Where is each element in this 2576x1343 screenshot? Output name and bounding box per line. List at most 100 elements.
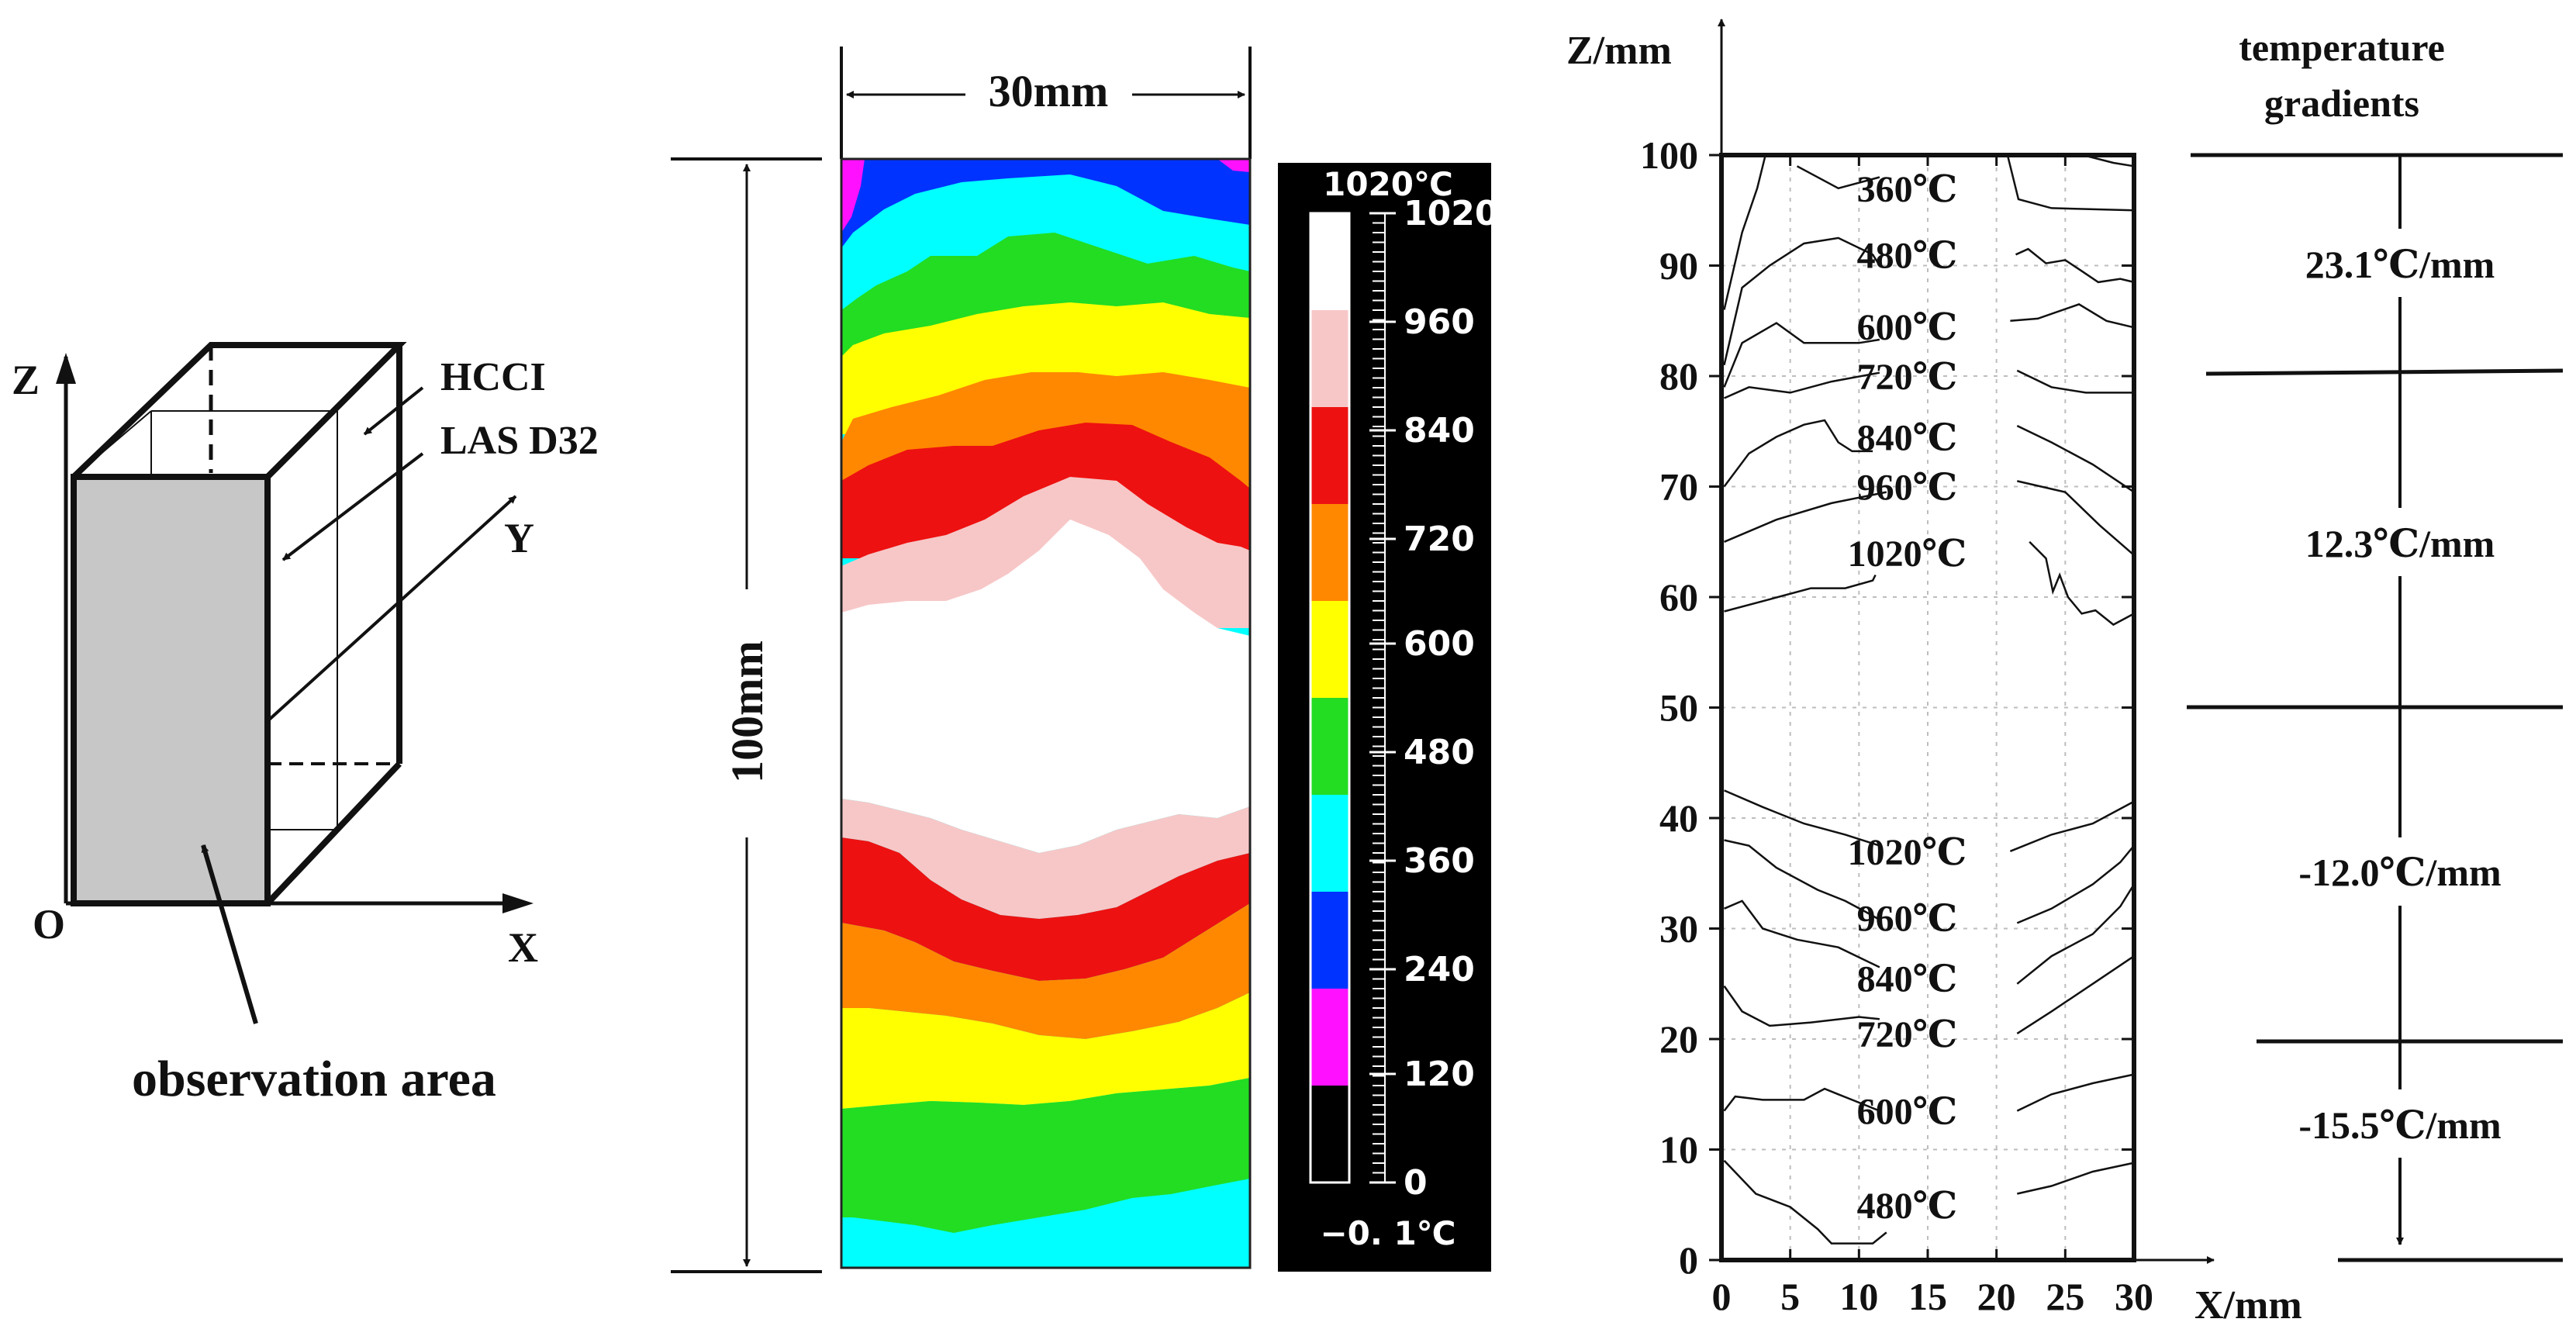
y-tick-label: 30 — [1659, 907, 1698, 951]
isotherm-label: 480℃ — [1857, 1186, 1958, 1227]
isotherm-line — [1723, 1159, 1887, 1245]
colorbar-tick-label: 120 — [1404, 1055, 1475, 1094]
panel-d-gradients: temperature gradients 23.1℃/mm 12.3℃/mm … — [2187, 26, 2564, 1262]
thermal-bands — [841, 159, 1250, 1268]
gradients-title-line2: gradients — [2264, 81, 2419, 125]
isotherm-line — [1723, 1087, 1880, 1112]
band-green-bottom — [841, 1078, 1250, 1233]
gradient-value-2: 12.3℃/mm — [2305, 522, 2495, 565]
band-orange-bottom — [841, 903, 1250, 1039]
y-tick-label: 90 — [1659, 244, 1698, 288]
isotherm-label: 1020℃ — [1848, 832, 1967, 873]
isotherm-line — [1723, 322, 1880, 388]
band-blue — [841, 159, 1250, 248]
isotherm-label: 960℃ — [1857, 468, 1958, 509]
isotherm-line — [2016, 883, 2136, 985]
x-tick-label: 5 — [1780, 1275, 1800, 1318]
box-top-face — [71, 342, 407, 479]
x-tick-label: 0 — [1712, 1275, 1732, 1318]
isotherm-line — [2016, 1073, 2135, 1112]
band-red-bottom — [841, 837, 1250, 981]
colorbar-tick-label: 360 — [1404, 841, 1475, 881]
colorbar-segment — [1310, 795, 1349, 892]
colorbar-segment — [1310, 989, 1349, 1086]
colorbar-segment — [1310, 601, 1349, 699]
isotherm-line — [2016, 369, 2134, 394]
label-mask — [2253, 837, 2540, 906]
las-pointer — [281, 452, 424, 561]
band-pink-bottom — [841, 799, 1250, 919]
gradient-boundary — [2205, 368, 2564, 376]
y-tick-label: 40 — [1659, 796, 1698, 840]
y-tick-label: 0 — [1679, 1238, 1698, 1282]
isotherm-lines — [1723, 154, 2136, 1245]
y-tick-label: 70 — [1659, 465, 1698, 509]
isotherm-label: 720℃ — [1857, 357, 1958, 398]
colorbar-ticks: 1020 960 840 720 600 480 360 240 120 0 — [1369, 194, 1498, 1203]
isotherm-line — [2015, 247, 2135, 284]
gradient-value-3: -12.0℃/mm — [2298, 851, 2501, 894]
plot-grid — [1721, 155, 2134, 1260]
x-tick-label: 15 — [1908, 1275, 1947, 1318]
colorbar-segment — [1310, 1086, 1349, 1183]
x-axis-arrow-icon — [502, 893, 534, 913]
colorbar-tick-label: 720 — [1404, 520, 1475, 559]
x-tick-label: 20 — [1977, 1275, 2016, 1318]
isotherm-line — [1723, 985, 1880, 1027]
isotherm-line — [1724, 839, 1880, 921]
x-axis-title: X/mm — [2194, 1283, 2302, 1327]
colorbar-tick-label: 240 — [1404, 950, 1475, 989]
colorbar-frame — [1309, 212, 1351, 1184]
panel-c-isotherm-chart: Z/mm X/mm 360℃ 480℃ 600℃ 720℃ 840℃ 960℃ 1020℃ 1… — [1566, 19, 2302, 1327]
isotherm-label: 720℃ — [1857, 1014, 1958, 1055]
isotherm-line — [2083, 154, 2135, 167]
colorbar-segment — [1310, 407, 1349, 505]
isotherm-line — [2016, 844, 2135, 924]
isotherm-line — [1796, 165, 1880, 190]
isotherm-line — [2016, 955, 2135, 1034]
isotherm-label: 960℃ — [1857, 898, 1958, 939]
colorbar-tick-label: 480 — [1404, 733, 1475, 772]
isotherm-line — [2017, 1162, 2135, 1195]
isotherm-line — [1723, 236, 1880, 366]
colorbar-segment — [1310, 892, 1349, 989]
isotherm-line — [1723, 371, 1880, 399]
colorbar-tick-label: 600 — [1404, 624, 1475, 664]
colorbar-segment — [1310, 504, 1349, 602]
isotherm-line — [1723, 419, 1873, 488]
band-magenta-left — [841, 159, 865, 233]
colorbar-max-label: 1020℃ — [1323, 165, 1453, 203]
colorbar-segment — [1310, 698, 1349, 796]
axis-y-label: Y — [504, 515, 534, 561]
isotherm-label: 480℃ — [1857, 235, 1958, 276]
isotherm-line — [2010, 303, 2135, 329]
z-axis-arrow-icon — [56, 353, 76, 384]
y-axis-arrow — [266, 495, 517, 723]
origin-label: O — [33, 901, 65, 948]
y-tick-label: 20 — [1659, 1017, 1698, 1061]
band-yellow-bottom — [841, 993, 1250, 1109]
z-axis-title: Z/mm — [1566, 29, 1672, 73]
band-magenta-right — [1217, 159, 1250, 172]
isotherm-label: 840℃ — [1857, 417, 1958, 458]
x-tick-label: 30 — [2115, 1275, 2153, 1318]
y-tick-label: 60 — [1659, 575, 1698, 619]
observation-area-label: observation area — [132, 1051, 496, 1107]
label-mask — [2264, 508, 2528, 576]
observation-pointer — [201, 844, 258, 1024]
x-tick-labels: 0 5 10 15 20 25 30 — [1712, 155, 2153, 1318]
isotherm-line — [2016, 424, 2135, 493]
colorbar-segments — [1309, 212, 1351, 1184]
x-tick-label: 25 — [2046, 1275, 2084, 1318]
las-d32-label: LAS D32 — [440, 419, 599, 463]
axis-x-label: X — [508, 924, 538, 971]
colorbar-tick-label: 0 — [1404, 1163, 1428, 1203]
hcci-pointer — [363, 386, 424, 436]
colorbar-tick-label: 840 — [1404, 411, 1475, 451]
isotherm-line — [1724, 574, 1877, 613]
gradient-value-4: -15.5℃/mm — [2298, 1103, 2501, 1147]
isotherm-line — [1724, 789, 1880, 847]
colorbar-tick-label: 960 — [1404, 302, 1475, 342]
gradients-title-line1: temperature — [2239, 26, 2445, 69]
observation-face — [71, 474, 271, 906]
